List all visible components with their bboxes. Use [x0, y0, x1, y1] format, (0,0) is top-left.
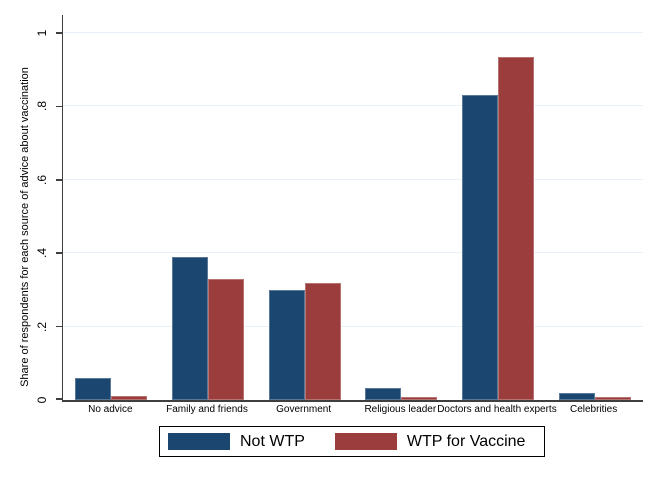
legend-label-not-wtp: Not WTP: [240, 432, 305, 450]
legend-label-wtp-for-vaccine: WTP for Vaccine: [406, 432, 526, 450]
bar-group-government: [258, 282, 351, 400]
y-axis-tick: [56, 32, 63, 34]
y-tick-label: .6: [35, 174, 49, 185]
y-tick-label: 0: [35, 396, 49, 404]
x-label-slot: Government: [257, 404, 350, 416]
x-category-label: No advice: [88, 404, 133, 415]
x-category-label: Government: [276, 404, 332, 415]
bar-series-container: [63, 15, 643, 400]
y-tick-label: 1: [35, 29, 49, 37]
y-axis-title: Share of respondents for each source of …: [19, 67, 31, 387]
bar-not-wtp-doctors-and-health-experts: [461, 95, 498, 400]
bar-group-doctors-and-health-experts: [451, 56, 544, 400]
y-axis-tick: [56, 398, 63, 400]
bar-wtp-for-vaccine-doctors-and-health-experts: [497, 56, 534, 400]
x-label-slot: Doctors and health experts: [437, 404, 557, 416]
bar-group-family-and-friends: [161, 256, 254, 400]
bar-not-wtp-government: [268, 289, 305, 400]
x-axis-labels: No advice Family and friends Government Rel…: [62, 404, 642, 416]
bar-not-wtp-celebrities: [558, 392, 595, 400]
legend: Not WTP WTP for Vaccine: [159, 426, 545, 457]
x-category-label: Doctors and health experts: [437, 404, 557, 415]
y-tick-label: .4: [35, 248, 49, 259]
bar-wtp-for-vaccine-no-advice: [111, 395, 148, 400]
y-tick-label: .2: [35, 321, 49, 332]
x-category-label: Celebrities: [569, 404, 618, 415]
gridline: [63, 325, 643, 327]
bar-wtp-for-vaccine-religious-leader: [401, 397, 438, 400]
x-label-slot: Religious leader: [354, 404, 447, 416]
y-axis-tick: [56, 252, 63, 254]
x-label-slot: Celebrities: [547, 404, 640, 416]
y-axis-tick: [56, 325, 63, 328]
plot-area: 0 .2 .4 .6 .8 1: [35, 15, 643, 403]
legend-swatch-not-wtp: [168, 433, 230, 450]
x-label-slot: Family and friends: [160, 404, 253, 416]
bar-not-wtp-no-advice: [75, 377, 112, 400]
x-label-slot: No advice: [64, 404, 157, 416]
bar-group-no-advice: [65, 377, 158, 400]
gridline: [63, 252, 643, 254]
bar-wtp-for-vaccine-family-and-friends: [207, 278, 244, 400]
y-axis-tick: [56, 179, 63, 181]
x-category-label: Family and friends: [166, 404, 248, 415]
gridline: [63, 32, 643, 33]
gridline: [63, 178, 643, 180]
gridline: [63, 105, 643, 107]
bar-wtp-for-vaccine-celebrities: [594, 397, 631, 400]
bar-not-wtp-religious-leader: [365, 388, 402, 400]
y-tick-label: .8: [35, 101, 49, 112]
bar-group-religious-leader: [355, 388, 448, 400]
y-axis-tick: [56, 105, 63, 108]
x-category-label: Religious leader: [364, 404, 437, 415]
bar-wtp-for-vaccine-government: [304, 282, 341, 400]
legend-swatch-wtp-for-vaccine: [334, 433, 397, 450]
bar-group-celebrities: [548, 392, 641, 400]
bar-not-wtp-family-and-friends: [171, 256, 208, 400]
